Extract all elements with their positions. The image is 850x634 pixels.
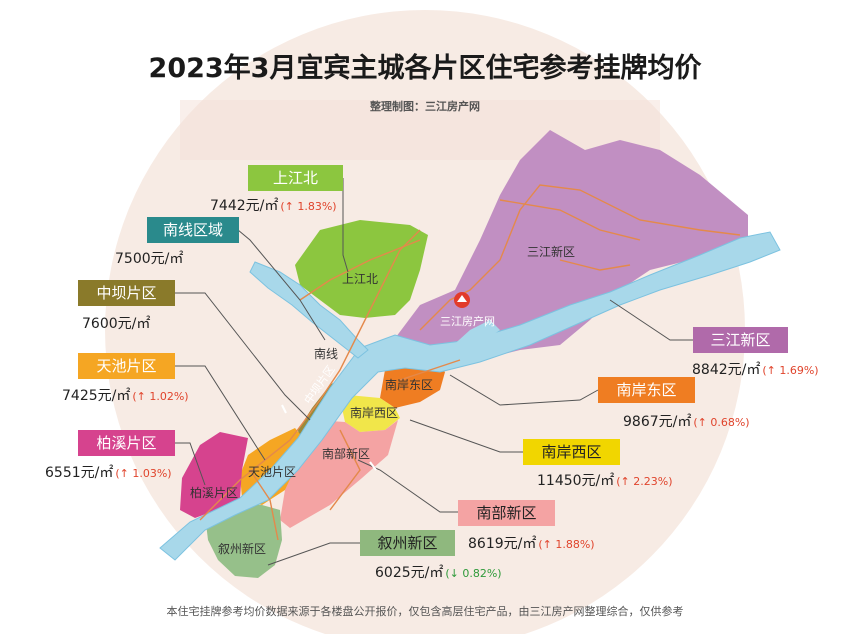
price-nananwest: 11450元/㎡ (↑ 2.23%) [537, 470, 673, 490]
price-value: 6025元/㎡ [375, 565, 444, 581]
map-label-tianchi: 天池片区 [248, 465, 297, 479]
price-change: (↑ 1.03%) [115, 467, 172, 480]
bridge-markers [281, 404, 377, 471]
river [159, 231, 781, 561]
tag-zhongba: 中坝片区 [78, 280, 175, 306]
map-label-xuzhou: 叙州新区 [218, 542, 267, 556]
price-value: 7600元/㎡ [82, 316, 151, 332]
price-change: (↑ 1.02%) [132, 390, 189, 403]
tag-nanxian: 南线区域 [147, 217, 239, 243]
price-change: (↑ 0.68%) [693, 416, 750, 429]
price-value: 7425元/㎡ [62, 388, 131, 404]
tag-nananwest: 南岸西区 [523, 439, 620, 465]
price-value: 9867元/㎡ [623, 414, 692, 430]
leader-lines [175, 178, 693, 566]
area-baixi[interactable] [180, 432, 248, 518]
river-branch-east [448, 320, 500, 350]
price-xuzhou: 6025元/㎡ (↓ 0.82%) [375, 562, 502, 582]
price-change: (↑ 1.83%) [280, 200, 337, 213]
map-label-nananwest: 南岸西区 [350, 406, 399, 420]
area-nananeast[interactable] [380, 360, 445, 408]
watermark-label: 三江房产网 [440, 315, 495, 328]
area-shangjiangbei[interactable] [295, 220, 428, 318]
price-sanjiang: 8842元/㎡ (↑ 1.69%) [692, 359, 819, 379]
price-value: 6551元/㎡ [45, 465, 114, 481]
price-nananeast: 9867元/㎡ (↑ 0.68%) [623, 411, 750, 431]
river-branch [249, 261, 369, 359]
price-shangjiangbei: 7442元/㎡ (↑ 1.83%) [210, 195, 337, 215]
price-tianchi: 7425元/㎡ (↑ 1.02%) [62, 385, 189, 405]
tag-sanjiang: 三江新区 [693, 327, 788, 353]
page-title: 2023年3月宜宾主城各片区住宅参考挂牌均价 [148, 53, 702, 84]
price-value: 7500元/㎡ [115, 251, 184, 267]
price-change: (↑ 1.88%) [538, 538, 595, 551]
tag-shangjiangbei: 上江北 [248, 165, 343, 191]
tag-nananeast: 南岸东区 [598, 377, 695, 403]
area-xuzhou[interactable] [205, 502, 282, 578]
price-value: 11450元/㎡ [537, 473, 615, 489]
price-value: 7442元/㎡ [210, 198, 279, 214]
tag-baixi: 柏溪片区 [78, 430, 175, 456]
map-label-nananeast: 南岸东区 [385, 378, 434, 392]
price-nanxian: 7500元/㎡ [115, 248, 183, 268]
price-value: 8842元/㎡ [692, 362, 761, 378]
map-label-nanbu: 南部新区 [322, 447, 371, 461]
map-label-baixi: 柏溪片区 [190, 486, 239, 500]
area-sanjiang[interactable] [390, 130, 748, 365]
area-nananwest[interactable] [342, 395, 400, 432]
tag-nanbu: 南部新区 [458, 500, 555, 526]
tag-tianchi: 天池片区 [78, 353, 175, 379]
footer-note: 本住宅挂牌参考均价数据来源于各楼盘公开报价，仅包含高层住宅产品，由三江房产网整理… [166, 605, 684, 618]
map-label-shangjiangbei: 上江北 [342, 272, 379, 286]
price-baixi: 6551元/㎡ (↑ 1.03%) [45, 462, 172, 482]
price-value: 8619元/㎡ [468, 536, 537, 552]
price-zhongba: 7600元/㎡ [82, 313, 150, 333]
subtitle: 整理制图：三江房产网 [370, 100, 480, 113]
logo-marker-glyph [457, 295, 467, 302]
price-nanbu: 8619元/㎡ (↑ 1.88%) [468, 533, 595, 553]
map-label-nanxian: 南线 [314, 347, 339, 361]
price-change: (↑ 2.23%) [616, 475, 673, 488]
price-change: (↓ 0.82%) [445, 567, 502, 580]
map-label-sanjiang: 三江新区 [527, 245, 576, 259]
price-change: (↑ 1.69%) [762, 364, 819, 377]
tag-xuzhou: 叙州新区 [360, 530, 455, 556]
